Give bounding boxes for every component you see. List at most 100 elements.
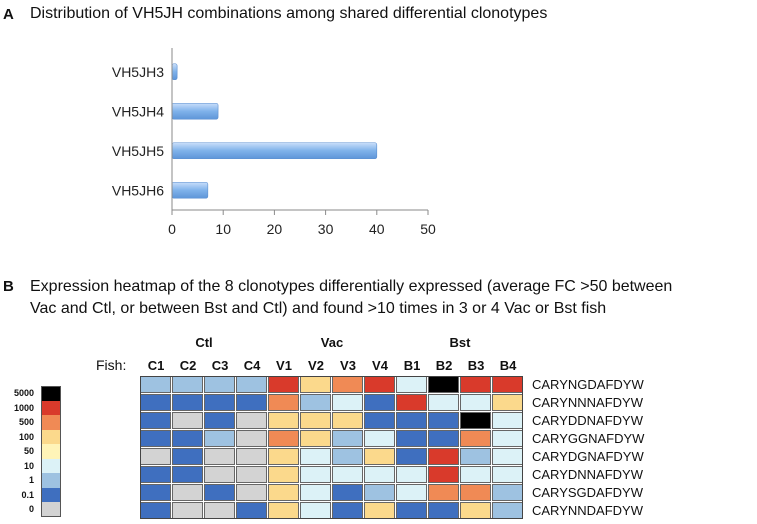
legend-label: 1000 bbox=[13, 402, 34, 413]
heatmap-cell bbox=[396, 484, 427, 501]
heatmap-cell bbox=[236, 430, 267, 447]
heatmap-cell bbox=[364, 448, 395, 465]
row-label: CARYDGNAFDYW bbox=[532, 449, 644, 464]
legend-label: 5000 bbox=[13, 388, 34, 398]
heatmap-cell bbox=[268, 484, 299, 501]
column-label-b3: B3 bbox=[467, 358, 485, 373]
heatmap-cell bbox=[396, 394, 427, 411]
row-label: CARYSGDAFDYW bbox=[532, 485, 643, 500]
heatmap-cell bbox=[300, 394, 331, 411]
heatmap-cell bbox=[236, 466, 267, 483]
heatmap-cell bbox=[492, 502, 523, 519]
heatmap-cell bbox=[172, 412, 203, 429]
heatmap-cell bbox=[172, 448, 203, 465]
heatmap-cell bbox=[396, 376, 427, 393]
column-label-v4: V4 bbox=[372, 358, 388, 373]
heatmap-cell bbox=[204, 448, 235, 465]
heatmap-cell bbox=[396, 466, 427, 483]
heatmap-cell bbox=[140, 484, 171, 501]
heatmap-cell bbox=[236, 376, 267, 393]
bar-chart: VH5JH3 VH5JH4 VH5JH5 VH5JH6 0 10 20 30 40 50 bbox=[112, 48, 436, 237]
heatmap-cell bbox=[396, 448, 427, 465]
heatmap-cell bbox=[268, 502, 299, 519]
heatmap-cell bbox=[204, 376, 235, 393]
legend-label: 500 bbox=[18, 417, 34, 427]
legend-swatch bbox=[41, 473, 61, 488]
row-label: CARYNGDAFDYW bbox=[532, 377, 644, 392]
legend-label: 10 bbox=[23, 460, 34, 471]
heatmap-cell bbox=[460, 484, 491, 501]
x-tick-label: 30 bbox=[318, 221, 334, 237]
heatmap-cell bbox=[492, 484, 523, 501]
panel-a-title: Distribution of VH5JH combinations among… bbox=[30, 5, 548, 22]
legend-label: 50 bbox=[23, 446, 34, 456]
heatmap-cell bbox=[268, 412, 299, 429]
row-label: CARYDDNAFDYW bbox=[532, 413, 643, 428]
x-tick-label: 0 bbox=[168, 221, 176, 237]
heatmap-cell bbox=[428, 430, 459, 447]
heatmap-cell bbox=[300, 430, 331, 447]
heatmap-cell bbox=[204, 394, 235, 411]
heatmap-cell bbox=[460, 466, 491, 483]
legend-swatch bbox=[41, 415, 61, 430]
heatmap-cell bbox=[172, 394, 203, 411]
heatmap-cell bbox=[364, 430, 395, 447]
heatmap-cell bbox=[428, 466, 459, 483]
heatmap-cell bbox=[492, 448, 523, 465]
heatmap-cell bbox=[364, 376, 395, 393]
heatmap-cell bbox=[396, 502, 427, 519]
category-label: VH5JH3 bbox=[112, 64, 164, 80]
heatmap-cell bbox=[300, 502, 331, 519]
heatmap-cell bbox=[140, 430, 171, 447]
heatmap-cell bbox=[332, 484, 363, 501]
heatmap-cell bbox=[172, 484, 203, 501]
heatmap-cell bbox=[492, 430, 523, 447]
category-label: VH5JH4 bbox=[112, 103, 164, 119]
legend-swatch bbox=[41, 502, 61, 517]
heatmap-cell bbox=[332, 448, 363, 465]
column-label-c1: C1 bbox=[147, 358, 165, 373]
heatmap-cell bbox=[236, 502, 267, 519]
heatmap-cell bbox=[140, 394, 171, 411]
heatmap-cell bbox=[460, 412, 491, 429]
heatmap-cell bbox=[460, 448, 491, 465]
heatmap-cell bbox=[492, 376, 523, 393]
heatmap-cell bbox=[332, 502, 363, 519]
row-label: CARYDNNAFDYW bbox=[532, 467, 643, 482]
heatmap-cell bbox=[492, 394, 523, 411]
heatmap-cell bbox=[300, 376, 331, 393]
heatmap-cell bbox=[492, 466, 523, 483]
heatmap-cell bbox=[396, 430, 427, 447]
category-label: VH5JH5 bbox=[112, 143, 164, 159]
heatmap-cell bbox=[332, 394, 363, 411]
row-label: CARYGGNAFDYW bbox=[532, 431, 645, 446]
heatmap-cell bbox=[140, 376, 171, 393]
heatmap-cell bbox=[364, 394, 395, 411]
heatmap-cell bbox=[460, 502, 491, 519]
heatmap-cell bbox=[172, 466, 203, 483]
heatmap-cell bbox=[364, 412, 395, 429]
column-label-b2: B2 bbox=[435, 358, 453, 373]
row-label: CARYNNNAFDYW bbox=[532, 395, 643, 410]
heatmap-cell bbox=[300, 466, 331, 483]
heatmap-cell bbox=[268, 466, 299, 483]
heatmap-cell bbox=[396, 412, 427, 429]
heatmap-cell bbox=[300, 448, 331, 465]
legend-swatch bbox=[41, 400, 61, 415]
heatmap-cell bbox=[332, 376, 363, 393]
x-tick-label: 40 bbox=[369, 221, 385, 237]
x-tick-label: 10 bbox=[215, 221, 231, 237]
heatmap-cell bbox=[268, 430, 299, 447]
legend-swatch bbox=[41, 444, 61, 459]
heatmap-cell bbox=[204, 502, 235, 519]
column-label-v3: V3 bbox=[340, 358, 356, 373]
heatmap-cell bbox=[172, 376, 203, 393]
group-label-ctl: Ctl bbox=[195, 335, 213, 350]
heatmap-cell bbox=[460, 430, 491, 447]
legend-swatch bbox=[41, 487, 61, 502]
legend-label: 1 bbox=[28, 475, 34, 485]
legend-frame bbox=[41, 386, 61, 517]
heatmap-cell bbox=[236, 448, 267, 465]
column-label-c4: C4 bbox=[243, 358, 261, 373]
legend-label: 0.1 bbox=[21, 489, 34, 500]
